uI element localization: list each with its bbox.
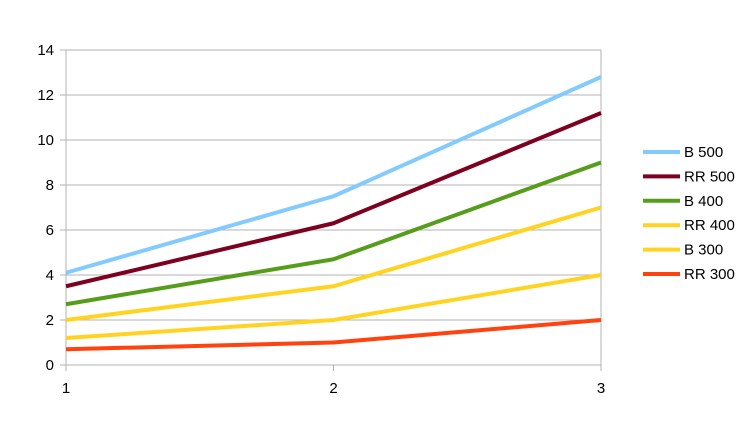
x-tick-label: 3 bbox=[597, 380, 605, 397]
legend-item: B 400 bbox=[643, 193, 723, 210]
y-tick-label: 8 bbox=[46, 177, 54, 194]
y-tick-label: 6 bbox=[46, 222, 54, 239]
series-line-rr-400 bbox=[65, 205, 602, 322]
y-tick-label: 10 bbox=[37, 132, 54, 149]
gridlines bbox=[66, 49, 601, 366]
legend-label: B 300 bbox=[684, 242, 723, 259]
y-tick-label: 2 bbox=[46, 312, 54, 329]
series-line-rr-500 bbox=[65, 111, 602, 289]
legend-item: RR 300 bbox=[643, 266, 735, 283]
x-tick-label: 2 bbox=[329, 380, 337, 397]
series-line-rr-300 bbox=[65, 318, 602, 352]
series-line-b-400 bbox=[65, 160, 602, 307]
legend-label: RR 500 bbox=[684, 168, 735, 185]
series-line-b-300 bbox=[65, 273, 602, 340]
y-tick-label: 0 bbox=[46, 357, 54, 374]
legend-label: RR 300 bbox=[684, 266, 735, 283]
legend-item: B 500 bbox=[643, 144, 723, 161]
x-tick-label: 1 bbox=[62, 380, 70, 397]
legend-item: RR 500 bbox=[643, 168, 735, 185]
legend: B 500 RR 500 B 400 RR 400 B 300 RR 300 bbox=[643, 144, 735, 283]
legend-label: B 500 bbox=[684, 144, 723, 161]
series-lines bbox=[65, 75, 602, 352]
legend-label: RR 400 bbox=[684, 217, 735, 234]
legend-item: RR 400 bbox=[643, 217, 735, 234]
series-line-b-500 bbox=[65, 75, 602, 275]
legend-label: B 400 bbox=[684, 193, 723, 210]
y-tick-label: 14 bbox=[37, 42, 54, 59]
y-tick-label: 4 bbox=[46, 267, 54, 284]
legend-item: B 300 bbox=[643, 242, 723, 259]
y-tick-label: 12 bbox=[37, 87, 54, 104]
